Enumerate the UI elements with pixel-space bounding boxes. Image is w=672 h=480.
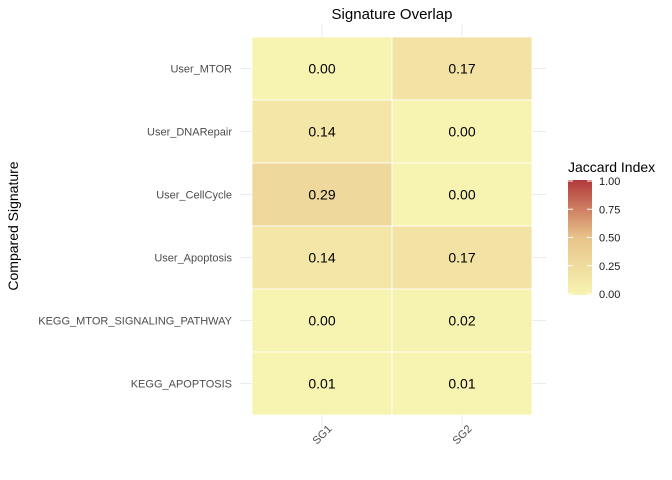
y-axis-title: Compared Signature [5, 161, 21, 290]
cell-value-label: 0.17 [448, 250, 475, 266]
legend-tick-label: 0.25 [599, 261, 620, 273]
y-tick-label: User_CellCycle [156, 190, 232, 202]
legend-tick-label: 1.00 [599, 176, 620, 188]
heatmap-cell [391, 36, 533, 101]
color-legend: Jaccard Index 1.00 0.75 0.50 0.25 0.00 [568, 159, 655, 301]
cell-value-label: 0.01 [308, 376, 335, 392]
heatmap-cell [251, 351, 393, 416]
y-tick-label: User_Apoptosis [154, 253, 232, 265]
legend-ticks: 1.00 0.75 0.50 0.25 0.00 [568, 176, 620, 301]
heatmap-cell [391, 351, 533, 416]
x-tick-labels: SG1 SG2 [311, 423, 475, 447]
legend-title: Jaccard Index [568, 159, 655, 175]
cell-value-label: 0.00 [308, 61, 335, 77]
y-tick-labels: User_MTOR User_DNARepair User_CellCycle Use… [38, 64, 232, 391]
heatmap-cell [251, 36, 393, 101]
y-tick-label: KEGG_APOPTOSIS [131, 379, 232, 391]
cell-value-label: 0.00 [308, 313, 335, 329]
cell-value-label: 0.14 [308, 250, 335, 266]
cell-value-label: 0.14 [308, 124, 335, 140]
heatmap-cell [251, 225, 393, 290]
heatmap-cell [391, 225, 533, 290]
cell-value-label: 0.02 [448, 313, 475, 329]
cell-value-label: 0.00 [448, 124, 475, 140]
heatmap-cell [391, 99, 533, 164]
x-tick-label: SG2 [451, 423, 475, 447]
x-tick-label: SG1 [311, 423, 335, 447]
heatmap-cells: 0.00 0.17 0.14 0.00 0.29 0.00 0.14 0.17 0.00 0.02… [251, 36, 533, 416]
chart-title: Signature Overlap [332, 6, 453, 23]
cell-value-label: 0.01 [448, 376, 475, 392]
cell-value-label: 0.29 [308, 187, 335, 203]
y-tick-label: KEGG_MTOR_SIGNALING_PATHWAY [38, 316, 232, 328]
cell-value-label: 0.17 [448, 61, 475, 77]
legend-tick-label: 0.75 [599, 204, 620, 216]
legend-tick-label: 0.00 [599, 289, 620, 301]
heatmap-cell [391, 162, 533, 227]
y-tick-label: User_MTOR [170, 64, 232, 76]
heatmap-cell [391, 288, 533, 353]
y-tick-label: User_DNARepair [147, 127, 232, 139]
cell-value-label: 0.00 [448, 187, 475, 203]
legend-tick-label: 0.50 [599, 233, 620, 245]
heatmap-cell [251, 99, 393, 164]
